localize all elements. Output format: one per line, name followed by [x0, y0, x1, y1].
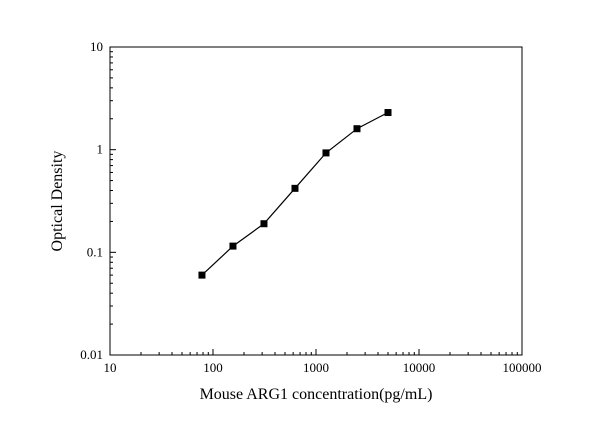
x-axis-title: Mouse ARG1 concentration(pg/mL) — [200, 386, 433, 403]
data-point-marker — [260, 220, 268, 228]
series-line — [201, 111, 389, 276]
x-tick-label: 1000 — [303, 360, 329, 375]
y-axis-title: Optical Density — [49, 151, 66, 252]
y-tick-label: 0.1 — [87, 244, 103, 259]
y-tick-label: 0.01 — [80, 347, 103, 362]
y-tick-label: 1 — [97, 142, 104, 157]
x-tick-label: 100000 — [503, 360, 542, 375]
data-point-marker — [353, 125, 361, 133]
data-point-marker — [322, 149, 330, 157]
plot-frame — [109, 46, 523, 356]
x-tick-label: 10 — [104, 360, 117, 375]
plot-area: 10 100 1000 10000 100000 0.01 0.1 1 10 — [80, 39, 541, 375]
x-tick-label: 10000 — [403, 360, 436, 375]
data-point-marker — [291, 184, 299, 192]
data-point-marker — [198, 271, 206, 279]
data-point-marker — [384, 109, 392, 117]
y-tick-label: 10 — [90, 39, 103, 54]
x-tick-label: 100 — [203, 360, 223, 375]
data-point-marker — [229, 242, 237, 250]
